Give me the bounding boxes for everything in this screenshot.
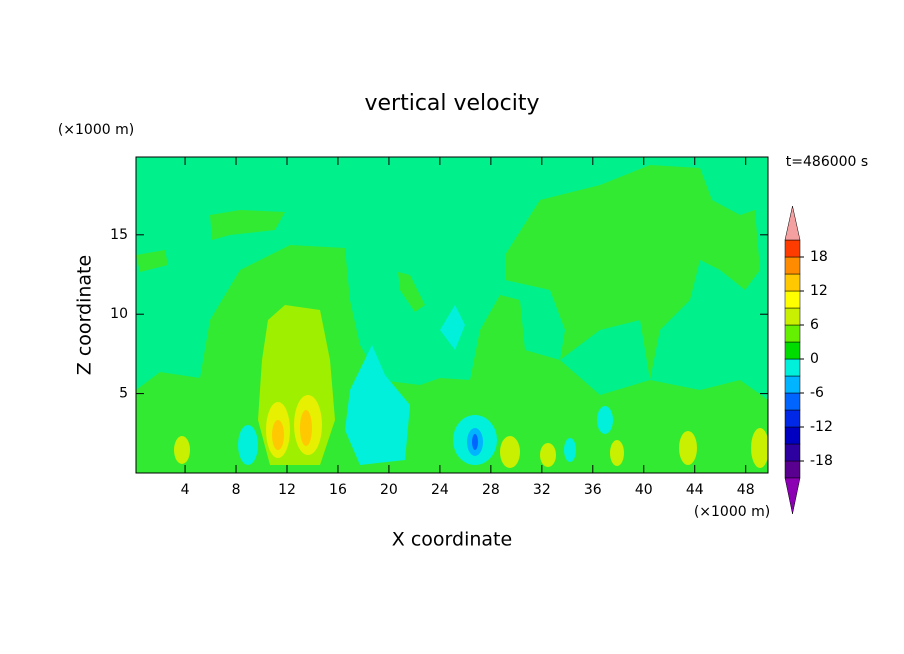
x-tick-label: 48: [737, 482, 755, 498]
y-tick-label: 15: [110, 227, 128, 243]
colorbar-tick-label: 18: [810, 249, 828, 265]
contour-positive-mid: [500, 436, 520, 468]
contour-positive-high: [300, 410, 312, 446]
contour-positive-mid: [751, 428, 768, 468]
x-tick-label: 36: [584, 482, 602, 498]
x-tick-label: 16: [329, 482, 347, 498]
colorbar-extend-low: [784, 477, 801, 515]
chart-title: vertical velocity: [364, 91, 539, 116]
y-tick-label: 10: [110, 306, 128, 322]
x-axis-label: X coordinate: [392, 529, 512, 551]
x-tick-label: 8: [232, 482, 241, 498]
contour-positive-high: [272, 420, 284, 450]
colorbar-box: [784, 460, 801, 479]
contour-field: [136, 157, 768, 473]
colorbar-extend-high: [784, 205, 801, 241]
time-label: t=486000 s: [786, 154, 868, 170]
contour-positive: [398, 272, 425, 312]
x-tick-label: 12: [278, 482, 296, 498]
x-tick-label: 32: [533, 482, 551, 498]
x-tick-label: 24: [431, 482, 449, 498]
colorbar-tick-label: 12: [810, 283, 828, 299]
colorbar-box: [784, 290, 801, 309]
contour-negative: [238, 425, 258, 465]
colorbar-box: [784, 239, 801, 258]
contour-positive-mid: [610, 440, 624, 466]
contour-negative: [440, 305, 465, 350]
colorbar-box: [784, 341, 801, 360]
x-tick-label: 44: [686, 482, 704, 498]
contour-positive-mid: [679, 431, 697, 465]
colorbar-box: [784, 409, 801, 428]
colorbar-box: [784, 375, 801, 394]
colorbar-tick-label: -18: [810, 453, 833, 469]
y-tick-label: 5: [119, 386, 128, 402]
contour-negative-high: [472, 434, 478, 450]
x-tick-label: 20: [380, 482, 398, 498]
contour-positive-mid: [540, 443, 556, 467]
x-tick-label: 28: [482, 482, 500, 498]
colorbar-box: [784, 358, 801, 377]
x-tick-label: 40: [635, 482, 653, 498]
colorbar-box: [784, 392, 801, 411]
contour-positive: [210, 210, 285, 240]
plot-frame: [135, 156, 769, 474]
colorbar-tick-label: 6: [810, 317, 819, 333]
contour-positive-mid: [174, 436, 190, 464]
y-unit: (×1000 m): [58, 122, 134, 138]
colorbar-box: [784, 443, 801, 462]
contour-zero: [560, 320, 650, 395]
contour-negative: [597, 406, 613, 434]
colorbar-box: [784, 307, 801, 326]
colorbar-box: [784, 256, 801, 275]
colorbar-tick-label: -12: [810, 419, 833, 435]
colorbar-tick-label: 0: [810, 351, 819, 367]
contour-positive: [136, 250, 168, 272]
contour-negative: [564, 438, 576, 462]
x-unit: (×1000 m): [694, 504, 770, 520]
colorbar-box: [784, 324, 801, 343]
contour-negative: [345, 345, 410, 465]
colorbar-box: [784, 426, 801, 445]
x-tick-label: 4: [181, 482, 190, 498]
y-axis-label: Z coordinate: [74, 255, 96, 375]
colorbar-tick-label: -6: [810, 385, 824, 401]
colorbar-box: [784, 273, 801, 292]
